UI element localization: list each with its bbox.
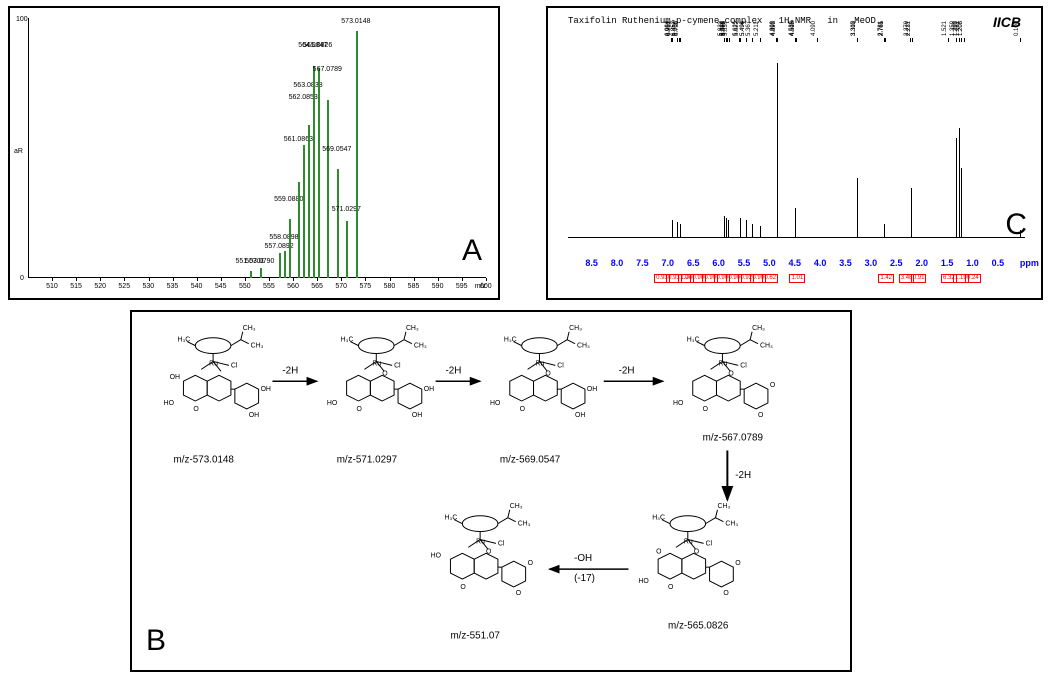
svg-text:O: O <box>382 370 388 377</box>
svg-text:H₃C: H₃C <box>445 515 458 522</box>
svg-text:OH: OH <box>170 374 180 381</box>
mol-551: H₃C CH₃ CH₃ Ru Cl HO O O O O m/z-551.07 <box>431 503 534 642</box>
svg-text:Ru: Ru <box>476 538 485 545</box>
arrow-3-label: -2H <box>619 365 635 376</box>
svg-text:CH₃: CH₃ <box>577 343 590 350</box>
svg-text:O: O <box>193 406 199 413</box>
svg-text:Cl: Cl <box>231 362 238 369</box>
mol-569: H₃C CH₃ CH₃ Ru Cl HO O O OH OH m/z-569.0… <box>490 325 597 466</box>
svg-text:CH₃: CH₃ <box>725 521 738 528</box>
x-axis <box>28 277 486 278</box>
svg-text:O: O <box>735 560 741 567</box>
arrow-4-label: -2H <box>735 470 751 481</box>
svg-text:CH₃: CH₃ <box>717 503 730 510</box>
ppm-axis: 8.58.07.57.06.56.05.55.04.54.03.53.02.52… <box>568 258 1025 274</box>
svg-text:O: O <box>723 590 729 597</box>
mol-571: H₃C CH₃ CH₃ Ru Cl HO O O OH OH m/z-571.0… <box>327 325 434 466</box>
mz-label-571: m/z-571.0297 <box>337 454 397 465</box>
svg-text:OH: OH <box>587 386 597 393</box>
panel-c-label: C <box>1005 208 1027 242</box>
svg-text:O: O <box>516 590 522 597</box>
svg-text:O: O <box>656 548 662 555</box>
svg-text:O: O <box>703 406 709 413</box>
svg-text:H₃C: H₃C <box>178 337 191 344</box>
nmr-plot: 6.9646.9616.9526.9516.8576.8526.8086.796… <box>568 28 1025 248</box>
svg-text:H₃C: H₃C <box>341 337 354 344</box>
svg-text:Cl: Cl <box>394 362 401 369</box>
svg-text:CH₃: CH₃ <box>251 343 264 350</box>
svg-text:OH: OH <box>261 386 271 393</box>
svg-text:CH₃: CH₃ <box>752 325 765 332</box>
svg-text:CH₃: CH₃ <box>760 343 773 350</box>
svg-text:O: O <box>770 382 776 389</box>
ylabel-100: 100 <box>16 16 28 23</box>
svg-text:Ru: Ru <box>372 360 381 367</box>
y-axis <box>28 18 29 278</box>
svg-text:O: O <box>357 406 363 413</box>
mz-label-569: m/z-569.0547 <box>500 454 560 465</box>
svg-text:Ru: Ru <box>718 360 727 367</box>
svg-text:OH: OH <box>575 412 585 419</box>
svg-text:HO: HO <box>431 552 442 559</box>
svg-text:O: O <box>528 560 534 567</box>
svg-text:HO: HO <box>327 400 338 407</box>
svg-text:Cl: Cl <box>498 540 505 547</box>
svg-text:CH₃: CH₃ <box>510 503 523 510</box>
scheme-svg: H₃C CH₃ CH₃ Ru Cl OH HO O OH OH m/z-573.… <box>132 312 850 670</box>
integral-boxes: 0.930.931.001.240.900.900.900.900.920.90… <box>568 274 1025 296</box>
svg-text:CH₃: CH₃ <box>406 325 419 332</box>
svg-text:O: O <box>486 548 492 555</box>
mol-567: H₃C CH₃ CH₃ Ru Cl HO O O O O m/z-567.078… <box>673 325 776 444</box>
svg-text:HO: HO <box>490 400 501 407</box>
arrow-2-label: -2H <box>446 365 462 376</box>
svg-text:CH₃: CH₃ <box>243 325 256 332</box>
svg-text:O: O <box>460 584 466 591</box>
svg-text:OH: OH <box>412 412 422 419</box>
svg-text:Ru: Ru <box>209 360 218 367</box>
arrow-1-label: -2H <box>282 365 298 376</box>
mz-label-573: m/z-573.0148 <box>174 454 235 465</box>
arrow-5-sub: (-17) <box>574 573 595 584</box>
svg-text:H₃C: H₃C <box>687 337 700 344</box>
mz-label-567: m/z-567.0789 <box>703 433 764 444</box>
svg-text:O: O <box>694 548 700 555</box>
panel-a-label: A <box>462 234 482 268</box>
side-label-aR: aR <box>14 148 23 155</box>
svg-text:CH₃: CH₃ <box>569 325 582 332</box>
svg-text:Cl: Cl <box>557 362 564 369</box>
svg-text:HO: HO <box>638 578 649 585</box>
svg-text:H₃C: H₃C <box>652 515 665 522</box>
svg-text:O: O <box>758 412 764 419</box>
svg-text:H₃C: H₃C <box>504 337 517 344</box>
mol-565: H₃C CH₃ CH₃ Ru Cl HO O O O O O m/z-565.0… <box>638 503 741 632</box>
panel-a-mass-spectrum: 100 0 aR m/z 510515520525530535540545550… <box>8 6 500 300</box>
svg-text:CH₃: CH₃ <box>414 343 427 350</box>
arrow-5-label: -OH <box>574 553 592 564</box>
panel-c-nmr: Taxifolin Ruthenium-p-cymene complex 1H-… <box>546 6 1043 300</box>
svg-text:Cl: Cl <box>706 540 713 547</box>
svg-text:O: O <box>728 370 734 377</box>
svg-text:CH₃: CH₃ <box>518 521 531 528</box>
mol-573: H₃C CH₃ CH₃ Ru Cl OH HO O OH OH m/z-573.… <box>164 325 271 466</box>
panel-b-label: B <box>146 624 166 658</box>
svg-text:OH: OH <box>249 412 259 419</box>
svg-text:HO: HO <box>164 400 175 407</box>
svg-text:O: O <box>545 370 551 377</box>
ylabel-0: 0 <box>20 275 24 282</box>
panel-b-scheme: H₃C CH₃ CH₃ Ru Cl OH HO O OH OH m/z-573.… <box>130 310 852 672</box>
svg-text:O: O <box>520 406 526 413</box>
svg-text:O: O <box>668 584 674 591</box>
svg-text:Ru: Ru <box>536 360 545 367</box>
mz-label-565: m/z-565.0826 <box>668 620 729 631</box>
svg-text:HO: HO <box>673 400 684 407</box>
mz-label-551: m/z-551.07 <box>450 630 499 641</box>
svg-text:Cl: Cl <box>740 362 747 369</box>
svg-text:Ru: Ru <box>684 538 693 545</box>
svg-text:OH: OH <box>424 386 434 393</box>
spectrum-plot: 100 0 aR m/z 510515520525530535540545550… <box>28 18 486 278</box>
